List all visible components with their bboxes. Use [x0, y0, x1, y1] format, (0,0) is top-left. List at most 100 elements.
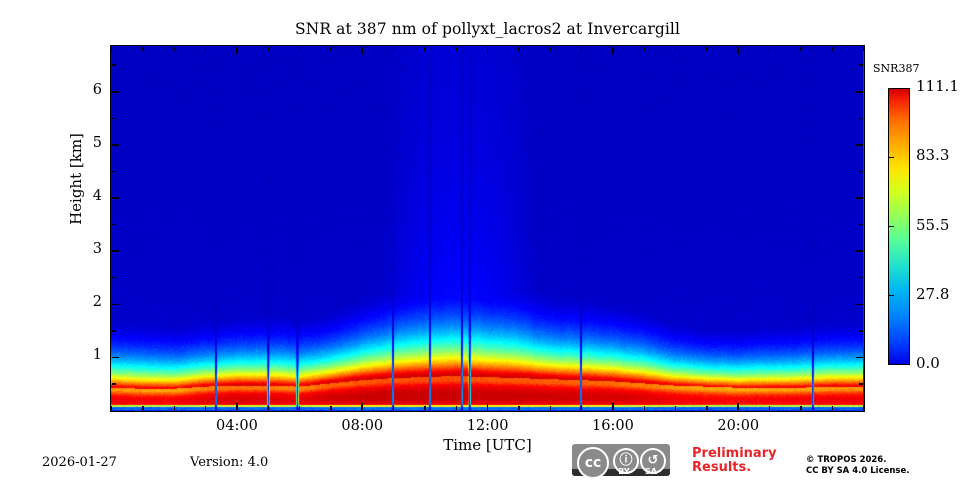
- y-tick-minor: [859, 170, 864, 173]
- x-tick-minor: [549, 406, 551, 411]
- y-tick-minor: [111, 170, 116, 173]
- footer-version: Version: 4.0: [190, 455, 269, 470]
- y-tick-label: 4: [92, 188, 102, 205]
- y-tick-major: [111, 303, 119, 306]
- cc-icon: cc: [577, 447, 609, 479]
- x-tick-minor: [455, 406, 457, 411]
- x-tick-minor: [142, 406, 144, 411]
- x-tick-major: [236, 46, 238, 54]
- y-tick-minor: [111, 277, 116, 279]
- page-title: SNR at 387 nm of pollyxt_lacros2 at Inve…: [294, 20, 681, 38]
- y-tick-minor: [859, 117, 864, 120]
- x-tick-minor: [330, 406, 332, 411]
- x-tick-minor: [800, 406, 802, 411]
- x-tick-minor: [298, 406, 301, 411]
- y-tick-major: [856, 250, 864, 252]
- y-tick-minor: [111, 223, 116, 226]
- x-tick-minor: [580, 46, 583, 51]
- x-tick-major: [486, 403, 489, 411]
- x-tick-minor: [831, 406, 833, 411]
- x-tick-major: [361, 46, 364, 54]
- y-tick-label: 3: [92, 241, 102, 258]
- colorbar-tick: [888, 225, 894, 228]
- y-tick-label: 5: [92, 134, 102, 151]
- copyright-note: © TROPOS 2026. CC BY SA 4.0 License.: [806, 455, 909, 477]
- y-tick-major: [111, 250, 119, 252]
- colorbar-title: SNR387: [873, 62, 920, 75]
- x-tick-minor: [173, 46, 175, 51]
- x-tick-minor: [330, 46, 332, 51]
- x-tick-major: [737, 403, 740, 411]
- x-tick-minor: [643, 406, 645, 411]
- colorbar-tick-label: 0.0: [916, 354, 940, 372]
- x-tick-minor: [110, 406, 113, 411]
- y-tick-major: [111, 144, 119, 146]
- x-tick-major: [361, 403, 364, 411]
- y-tick-minor: [859, 277, 864, 279]
- heatmap-plot-area: [110, 45, 865, 412]
- x-tick-minor: [267, 406, 269, 411]
- y-tick-major: [856, 356, 864, 359]
- x-tick-minor: [173, 406, 175, 411]
- x-tick-minor: [392, 406, 395, 411]
- x-tick-label: 12:00: [466, 418, 509, 434]
- x-tick-minor: [392, 46, 395, 51]
- y-tick-major: [111, 197, 119, 199]
- colorbar-gradient: [889, 89, 909, 364]
- y-tick-label: 1: [92, 347, 102, 364]
- x-tick-minor: [768, 46, 771, 51]
- x-tick-minor: [831, 46, 833, 51]
- cc-sa-icon: ↺: [640, 448, 666, 474]
- copyright-line-1: © TROPOS 2026.: [806, 455, 887, 465]
- y-tick-minor: [111, 383, 116, 385]
- x-tick-minor: [706, 46, 708, 51]
- y-tick-major: [856, 90, 864, 93]
- x-tick-major: [612, 46, 614, 54]
- cc-badge-symbols: cc ⓘ ↺ BY SA: [572, 444, 670, 479]
- cc-by-icon: ⓘ: [613, 448, 639, 474]
- y-tick-major: [856, 144, 864, 146]
- x-tick-minor: [862, 46, 865, 51]
- footer-date: 2026-01-27: [42, 455, 117, 470]
- x-tick-major: [612, 403, 614, 411]
- cc-sa-label: SA: [645, 467, 657, 476]
- y-tick-minor: [859, 330, 864, 332]
- x-tick-minor: [298, 46, 301, 51]
- y-tick-major: [111, 356, 119, 359]
- colorbar-tick: [888, 294, 894, 297]
- x-tick-major: [236, 403, 238, 411]
- colorbar-tick-label: 83.3: [916, 146, 950, 165]
- x-tick-minor: [204, 406, 207, 411]
- cc-by-label: BY: [618, 467, 630, 476]
- y-tick-label: 2: [92, 294, 102, 311]
- cc-license-badge-icon: cc ⓘ ↺ BY SA: [572, 444, 670, 479]
- x-tick-label: 20:00: [717, 418, 760, 434]
- x-tick-minor: [800, 46, 802, 51]
- x-tick-label: 16:00: [592, 418, 634, 434]
- x-tick-major: [486, 46, 489, 54]
- x-tick-minor: [267, 46, 269, 51]
- x-tick-minor: [424, 46, 426, 51]
- x-tick-minor: [424, 406, 426, 411]
- x-tick-minor: [862, 406, 865, 411]
- y-tick-minor: [859, 383, 864, 385]
- y-tick-major: [111, 90, 119, 93]
- x-tick-minor: [455, 46, 457, 51]
- y-tick-minor: [111, 330, 116, 332]
- y-axis-label: Height [km]: [67, 133, 85, 225]
- colorbar-tick-label: 55.5: [916, 215, 950, 234]
- colorbar-tick: [888, 156, 894, 158]
- x-tick-minor: [580, 406, 583, 411]
- preliminary-results-note: Preliminary Results.: [692, 446, 777, 475]
- x-tick-minor: [706, 406, 708, 411]
- y-tick-minor: [859, 223, 864, 226]
- x-tick-minor: [518, 46, 520, 51]
- x-tick-minor: [204, 46, 207, 51]
- y-tick-minor: [111, 117, 116, 120]
- x-tick-major: [737, 46, 740, 54]
- copyright-line-2: CC BY SA 4.0 License.: [806, 466, 910, 476]
- x-axis-label: Time [UTC]: [443, 436, 532, 454]
- x-tick-minor: [518, 406, 520, 411]
- x-tick-minor: [643, 46, 645, 51]
- colorbar-tick-label: 27.8: [916, 284, 950, 303]
